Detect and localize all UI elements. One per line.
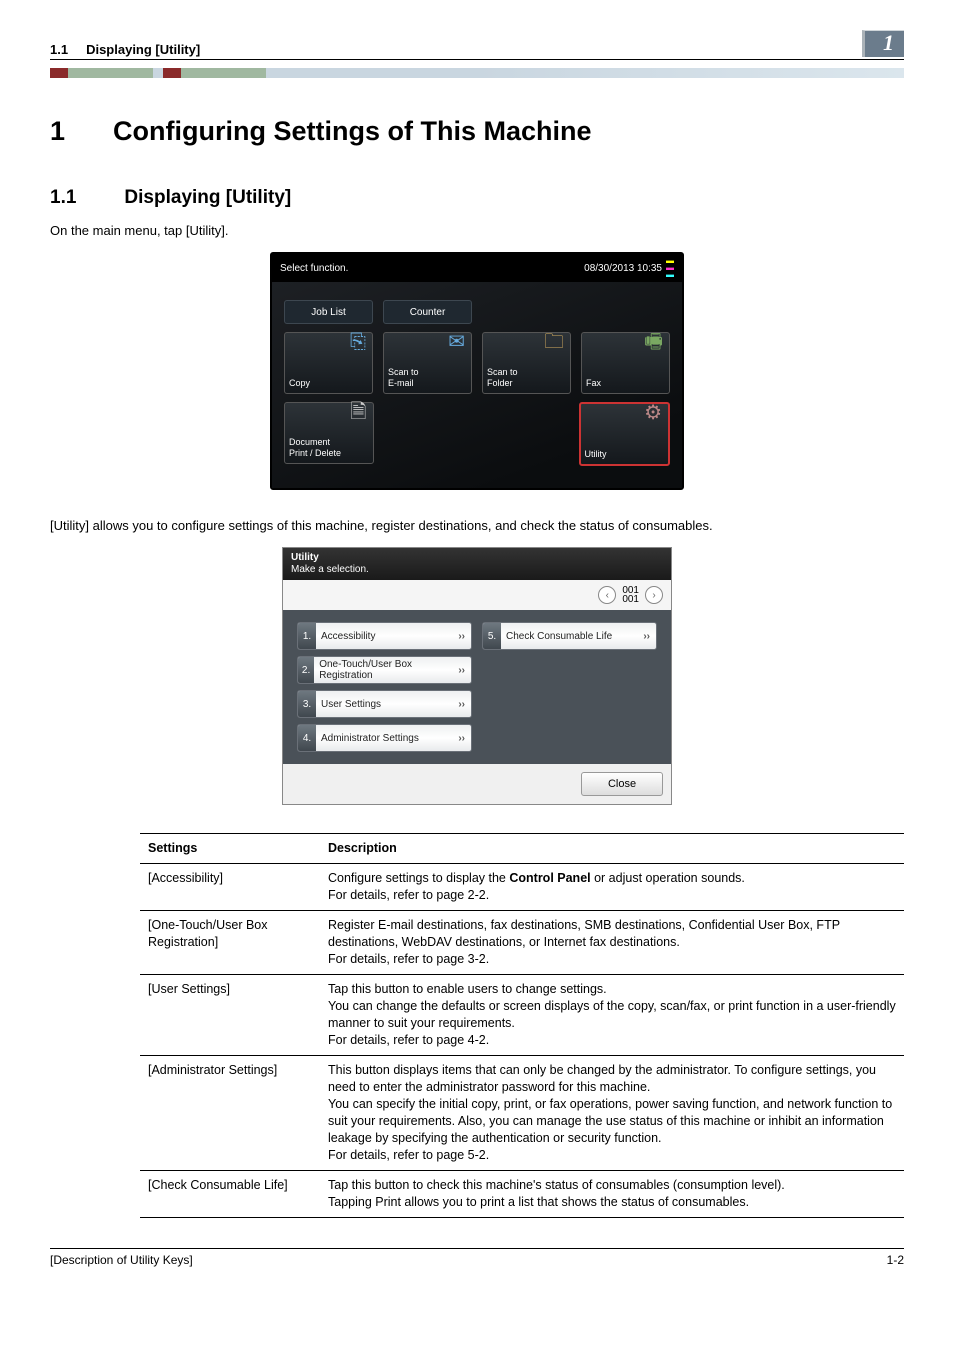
email-icon: ✉ (448, 337, 465, 348)
utility-item[interactable]: 1. Accessibility ›› (297, 622, 472, 650)
item-label: Check Consumable Life (506, 631, 612, 642)
header-section-title: Displaying [Utility] (86, 42, 200, 57)
document-icon: 🗎 (350, 407, 366, 418)
item-label: One-Touch/User Box Registration (319, 659, 453, 681)
copy-label: Copy (289, 378, 368, 389)
fax-label: Fax (586, 378, 665, 389)
item-number: 3. (298, 691, 316, 717)
chevron-icon: ›› (458, 699, 465, 710)
chapter-number: 1 (50, 116, 65, 147)
utility-item[interactable]: 5. Check Consumable Life ›› (482, 622, 657, 650)
setting-description: Tap this button to enable users to chang… (320, 975, 904, 1056)
doc-print-label: Document Print / Delete (289, 437, 369, 459)
table-header-description: Description (320, 834, 904, 864)
footer-right: 1-2 (887, 1253, 904, 1267)
gear-icon: ⚙ (644, 408, 662, 419)
table-header-settings: Settings (140, 834, 320, 864)
pager-next-button[interactable]: › (645, 586, 663, 604)
setting-description: Configure settings to display the Contro… (320, 864, 904, 911)
utility-item[interactable]: 3. User Settings ›› (297, 690, 472, 718)
utility-label: Utility (585, 449, 665, 460)
chevron-icon: ›› (458, 665, 465, 676)
section-title: Displaying [Utility] (124, 187, 291, 209)
copy-tile[interactable]: ⎘ Copy (284, 332, 373, 394)
scan-email-tile[interactable]: ✉ Scan to E-mail (383, 332, 472, 394)
fax-tile[interactable]: 🖷 Fax (581, 332, 670, 394)
setting-description: Register E-mail destinations, fax destin… (320, 911, 904, 975)
chapter-heading: 1 Configuring Settings of This Machine (50, 116, 904, 147)
section-intro: On the main menu, tap [Utility]. (50, 223, 904, 238)
counter-button[interactable]: Counter (383, 300, 472, 324)
scan-folder-tile[interactable]: 🗀 Scan to Folder (482, 332, 571, 394)
running-header: 1.1 Displaying [Utility] 1 (50, 30, 904, 60)
pager: ‹ 001 001 › (291, 586, 663, 604)
item-number: 5. (483, 623, 501, 649)
setting-name: [User Settings] (140, 975, 320, 1056)
setting-name: [Check Consumable Life] (140, 1171, 320, 1218)
header-section-no: 1.1 (50, 42, 68, 57)
chevron-icon: ›› (458, 733, 465, 744)
folder-icon: 🗀 (544, 337, 564, 348)
chevron-icon: ›› (643, 631, 650, 642)
item-label: Accessibility (321, 631, 375, 642)
main-menu-screenshot: Select function. 08/30/2013 10:35 ▬▬▬ Jo… (270, 252, 684, 490)
scan-email-label: Scan to E-mail (388, 367, 467, 389)
setting-name: [Accessibility] (140, 864, 320, 911)
page-footer: [Description of Utility Keys] 1-2 (50, 1248, 904, 1267)
setting-name: [One-Touch/User Box Registration] (140, 911, 320, 975)
utility-tile[interactable]: ⚙ Utility (579, 402, 671, 466)
pager-total: 001 (622, 595, 639, 604)
setting-description: This button displays items that can only… (320, 1056, 904, 1171)
copy-icon: ⎘ (350, 337, 366, 348)
table-row: [One-Touch/User Box Registration]Registe… (140, 911, 904, 975)
after-mainmenu-text: [Utility] allows you to configure settin… (50, 518, 904, 533)
item-number: 1. (298, 623, 316, 649)
toner-bars-icon: ▬▬▬ (666, 258, 674, 278)
empty-tile (384, 402, 472, 462)
table-row: [User Settings]Tap this button to enable… (140, 975, 904, 1056)
utility-item[interactable]: 4. Administrator Settings ›› (297, 724, 472, 752)
table-row: [Administrator Settings]This button disp… (140, 1056, 904, 1171)
item-label: Administrator Settings (321, 733, 419, 744)
setting-name: [Administrator Settings] (140, 1056, 320, 1171)
chevron-icon: ›› (458, 631, 465, 642)
select-function-label: Select function. (280, 263, 348, 274)
utility-item[interactable]: 2.One-Touch/User Box Registration ›› (297, 656, 472, 684)
item-number: 4. (298, 725, 316, 751)
section-number: 1.1 (50, 187, 76, 209)
close-button[interactable]: Close (581, 772, 663, 796)
chapter-title: Configuring Settings of This Machine (113, 116, 592, 147)
table-row: [Accessibility]Configure settings to dis… (140, 864, 904, 911)
chapter-badge: 1 (862, 30, 904, 57)
item-number: 2. (298, 657, 314, 683)
empty-tile (481, 402, 569, 462)
utility-title: Utility (291, 552, 663, 564)
fax-icon: 🖷 (644, 337, 663, 348)
footer-left: [Description of Utility Keys] (50, 1253, 193, 1267)
pager-prev-button[interactable]: ‹ (598, 586, 616, 604)
doc-print-tile[interactable]: 🗎 Document Print / Delete (284, 402, 374, 464)
setting-description: Tap this button to check this machine's … (320, 1171, 904, 1218)
utility-subtitle: Make a selection. (291, 564, 663, 576)
job-list-button[interactable]: Job List (284, 300, 373, 324)
settings-table: Settings Description [Accessibility]Conf… (140, 833, 904, 1218)
section-heading: 1.1 Displaying [Utility] (50, 187, 904, 209)
decorative-stripe (50, 68, 904, 78)
table-row: [Check Consumable Life]Tap this button t… (140, 1171, 904, 1218)
datetime-label: 08/30/2013 10:35 (584, 263, 662, 274)
item-label: User Settings (321, 699, 381, 710)
scan-folder-label: Scan to Folder (487, 367, 566, 389)
utility-screenshot: Utility Make a selection. ‹ 001 001 › 1.… (282, 547, 672, 805)
